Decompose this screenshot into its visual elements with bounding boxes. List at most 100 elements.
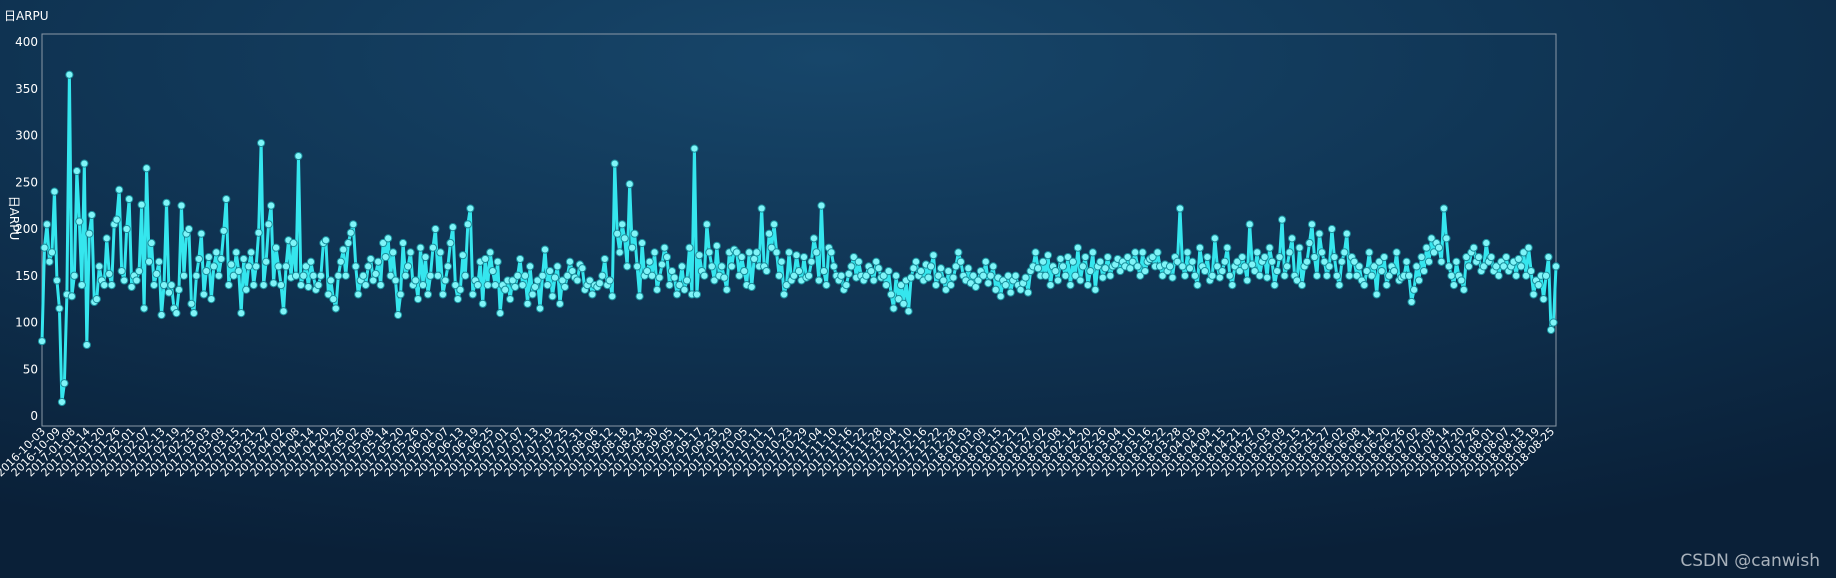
- data-point: [672, 290, 682, 299]
- data-point: [772, 248, 781, 257]
- data-point: [1043, 251, 1053, 260]
- data-point: [418, 281, 428, 290]
- data-point: [882, 281, 891, 290]
- data-point: [87, 210, 96, 220]
- data-point: [281, 262, 291, 271]
- data-point: [100, 281, 109, 290]
- data-point: [789, 271, 799, 280]
- data-point: [40, 243, 49, 252]
- data-point: [774, 271, 784, 280]
- data-point: [1295, 243, 1304, 252]
- data-point: [179, 271, 189, 280]
- data-point: [1153, 248, 1162, 257]
- data-point: [1091, 285, 1100, 294]
- data-point: [334, 271, 343, 280]
- data-point: [630, 229, 639, 238]
- data-point: [344, 238, 353, 248]
- data-point: [1350, 257, 1359, 266]
- data-point: [1539, 295, 1548, 304]
- data-point: [732, 248, 741, 257]
- data-point: [451, 281, 460, 290]
- data-point: [269, 279, 278, 288]
- data-point: [884, 266, 893, 276]
- data-point: [426, 271, 435, 280]
- data-point: [936, 264, 946, 273]
- data-point: [115, 185, 124, 194]
- data-point: [1459, 285, 1468, 294]
- data-point: [1086, 266, 1095, 276]
- data-point: [1375, 257, 1384, 266]
- data-point: [991, 285, 1000, 294]
- data-point: [1243, 276, 1252, 285]
- chart-title: 日ARPU: [4, 9, 49, 23]
- data-point: [892, 271, 901, 280]
- data-point: [448, 223, 457, 232]
- data-point: [1437, 257, 1446, 266]
- data-point: [1056, 254, 1065, 264]
- data-point: [411, 276, 420, 285]
- data-point: [1235, 266, 1244, 276]
- data-point: [613, 229, 622, 238]
- data-point: [381, 252, 390, 262]
- data-point: [135, 266, 144, 276]
- data-point: [981, 257, 990, 266]
- data-point: [157, 310, 166, 320]
- data-point: [159, 281, 169, 290]
- y-tick-label: 200: [15, 222, 38, 236]
- data-point: [194, 254, 203, 264]
- data-point: [463, 220, 472, 229]
- data-point: [1193, 281, 1202, 290]
- data-point: [1549, 318, 1558, 327]
- data-point: [1407, 297, 1416, 307]
- data-point: [807, 257, 816, 266]
- data-point: [540, 245, 550, 254]
- data-point: [304, 282, 313, 292]
- y-axis-label: 日ARPU: [7, 196, 21, 241]
- data-point: [916, 266, 926, 276]
- data-point: [1419, 266, 1429, 276]
- data-point: [384, 234, 393, 243]
- data-point: [291, 271, 301, 280]
- data-point: [692, 290, 702, 299]
- data-point: [545, 266, 555, 276]
- data-point: [1116, 266, 1125, 276]
- data-point: [647, 271, 657, 280]
- data-point: [720, 273, 729, 282]
- data-point: [1173, 257, 1182, 266]
- data-point: [533, 276, 542, 285]
- data-point: [1409, 285, 1419, 294]
- data-point: [934, 271, 943, 280]
- data-point: [1253, 248, 1262, 257]
- data-point: [792, 251, 801, 260]
- data-point: [423, 290, 433, 299]
- data-point: [926, 262, 936, 271]
- y-tick-label: 50: [23, 362, 38, 376]
- data-point: [946, 281, 955, 290]
- data-point: [1165, 262, 1175, 271]
- data-point: [1297, 281, 1307, 290]
- data-point: [1551, 262, 1561, 271]
- data-point: [518, 281, 527, 290]
- data-point: [107, 281, 116, 290]
- data-point: [779, 290, 789, 299]
- data-point: [144, 257, 154, 266]
- data-point: [1412, 262, 1421, 271]
- data-point: [705, 248, 714, 257]
- data-point: [339, 245, 348, 254]
- data-point: [578, 264, 587, 273]
- data-point: [1380, 252, 1389, 262]
- y-tick-label: 300: [15, 129, 38, 143]
- data-point: [1447, 271, 1456, 280]
- data-point: [628, 243, 637, 252]
- data-point: [625, 180, 634, 189]
- data-point: [1479, 262, 1488, 271]
- data-point: [657, 260, 667, 269]
- data-point: [675, 281, 684, 290]
- data-point: [239, 254, 248, 264]
- data-point: [187, 299, 196, 308]
- data-point: [306, 257, 316, 266]
- data-point: [1158, 271, 1167, 280]
- data-point: [324, 290, 333, 299]
- data-point: [374, 257, 383, 266]
